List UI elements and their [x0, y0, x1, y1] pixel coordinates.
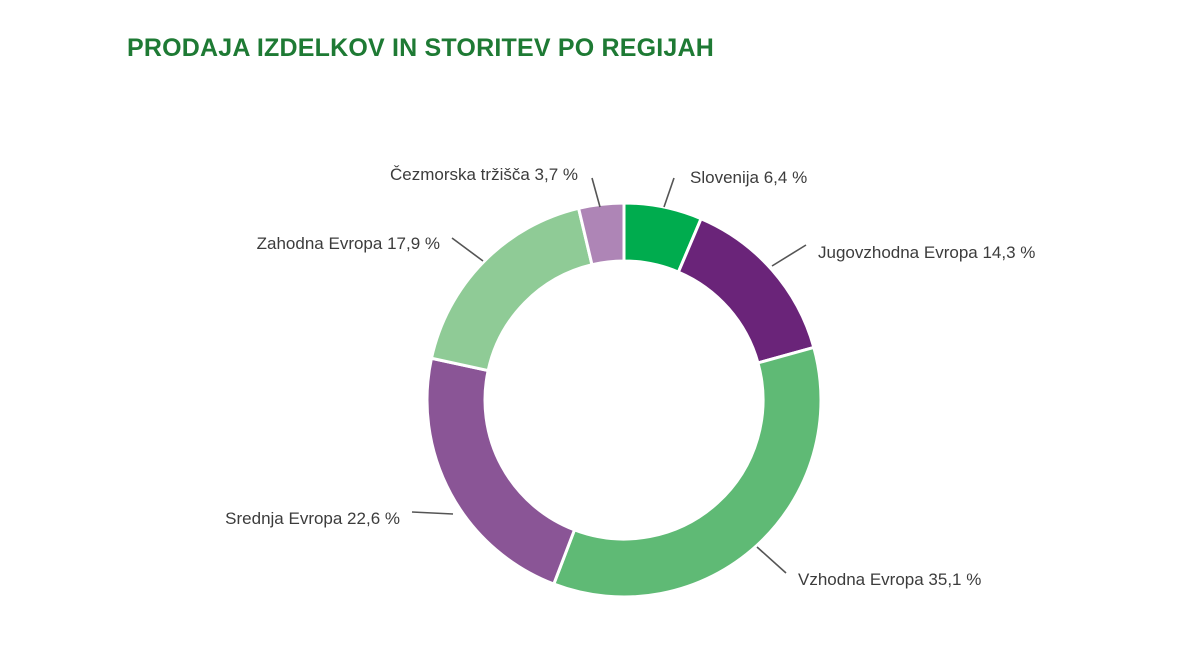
leader-line-zahodna-evropa: [451, 237, 484, 262]
leader-line-srednja-evropa: [411, 511, 454, 515]
slice-jugovzhodna-evropa: [676, 217, 816, 365]
slice-label-srednja-evropa: Srednja Evropa 22,6 %: [225, 509, 400, 528]
leader-line-jugovzhodna-evropa: [771, 244, 807, 267]
slice-labels: Slovenija 6,4 % Jugovzhodna Evropa 14,3 %…: [225, 165, 1035, 589]
slice-zahodna-evropa: [429, 206, 594, 373]
leader-line-cezmorska-trzisca: [591, 177, 601, 208]
slice-srednja-evropa: [425, 356, 576, 586]
leader-line-vzhodna-evropa: [756, 546, 787, 574]
chart-title: PRODAJA IZDELKOV IN STORITEV PO REGIJAH: [127, 34, 715, 62]
slice-vzhodna-evropa: [552, 345, 823, 599]
slice-label-slovenija: Slovenija 6,4 %: [690, 168, 807, 187]
leader-lines: [411, 177, 807, 574]
leader-line-slovenija: [663, 177, 675, 208]
slice-label-cezmorska-trzisca: Čezmorska tržišča 3,7 %: [390, 165, 578, 184]
slice-label-zahodna-evropa: Zahodna Evropa 17,9 %: [257, 234, 440, 253]
slice-cezmorska-trzisca: [577, 201, 626, 267]
slice-label-jugovzhodna-evropa: Jugovzhodna Evropa 14,3 %: [818, 243, 1035, 262]
slice-label-vzhodna-evropa: Vzhodna Evropa 35,1 %: [798, 570, 981, 589]
donut-slices: [425, 201, 823, 599]
